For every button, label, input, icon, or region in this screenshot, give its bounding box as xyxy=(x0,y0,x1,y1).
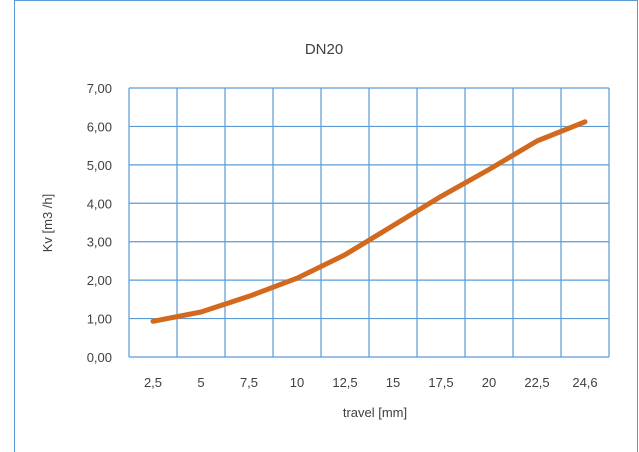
y-tick-label: 4,00 xyxy=(87,196,112,211)
data-point xyxy=(296,277,298,279)
y-tick-label: 7,00 xyxy=(87,81,112,96)
x-axis-tick-labels: 2,5 5 7,5 10 12,5 15 17,5 20 22,5 24,6 xyxy=(144,375,598,390)
y-tick-label: 3,00 xyxy=(87,235,112,250)
y-tick-label: 1,00 xyxy=(87,312,112,327)
y-axis-tick-labels: 0,00 1,00 2,00 3,00 4,00 5,00 6,00 7,00 xyxy=(87,81,112,365)
x-tick-label: 5 xyxy=(197,375,204,390)
data-point xyxy=(440,195,442,197)
chart-frame xyxy=(14,0,638,452)
data-point xyxy=(248,295,250,297)
y-tick-label: 2,00 xyxy=(87,273,112,288)
chart-gridlines xyxy=(128,87,610,358)
data-point xyxy=(392,225,394,227)
data-point xyxy=(488,168,490,170)
data-point xyxy=(344,254,346,256)
chart-title: DN20 xyxy=(305,41,343,58)
x-tick-label: 24,6 xyxy=(572,375,597,390)
data-point xyxy=(584,121,586,123)
x-tick-label: 7,5 xyxy=(240,375,258,390)
y-axis-label: Kv [m3 /h] xyxy=(40,194,55,253)
x-tick-label: 10 xyxy=(290,375,304,390)
y-tick-label: 6,00 xyxy=(87,119,112,134)
x-tick-label: 12,5 xyxy=(332,375,357,390)
x-axis-label: travel [mm] xyxy=(343,405,407,420)
data-point xyxy=(536,140,538,142)
series-line xyxy=(150,119,588,324)
y-tick-label: 5,00 xyxy=(87,158,112,173)
data-point xyxy=(200,311,202,313)
x-tick-label: 20 xyxy=(482,375,496,390)
x-tick-label: 22,5 xyxy=(524,375,549,390)
x-tick-label: 17,5 xyxy=(428,375,453,390)
x-tick-label: 2,5 xyxy=(144,375,162,390)
x-tick-label: 15 xyxy=(386,375,400,390)
y-tick-label: 0,00 xyxy=(87,350,112,365)
series-group xyxy=(150,119,588,324)
data-point xyxy=(152,320,154,322)
